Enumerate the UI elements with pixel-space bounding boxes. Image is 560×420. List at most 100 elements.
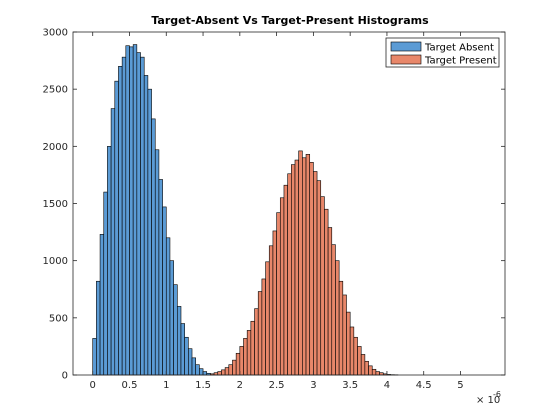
bar-target-present — [298, 150, 303, 376]
chart-title: Target-Absent Vs Target-Present Histogra… — [151, 14, 429, 27]
bar-target-absent — [195, 364, 200, 376]
bar-target-present — [291, 164, 296, 376]
bar-target-present — [221, 369, 226, 376]
bar-target-absent — [92, 338, 97, 376]
y-tick-label: 2500 — [43, 85, 68, 96]
bar-target-present — [313, 171, 318, 376]
bar-target-present — [335, 260, 340, 376]
y-tick-label: 2000 — [43, 142, 68, 153]
y-tick-label: 0 — [62, 371, 68, 382]
x-axis: 0 0.5 1 1.5 2 2.5 3 3.5 4 4.5 5 — [90, 32, 464, 391]
x-tick-label: 4.5 — [416, 380, 432, 391]
bar-target-absent — [140, 56, 145, 376]
bar-target-absent — [154, 149, 160, 376]
bar-target-present — [224, 367, 230, 376]
y-tick-label: 1000 — [43, 256, 68, 267]
bar-target-present — [276, 212, 281, 376]
bar-target-present — [342, 294, 347, 376]
x-multiplier-base: × 10 — [476, 395, 500, 406]
bar-target-present — [327, 227, 333, 376]
bar-target-present — [320, 196, 325, 376]
bar-target-present — [279, 197, 285, 376]
bar-target-absent — [121, 56, 127, 376]
x-tick-label: 3 — [310, 380, 316, 391]
bar-target-absent — [103, 191, 108, 376]
bar-target-present — [246, 330, 252, 376]
bar-target-present — [338, 280, 344, 376]
x-multiplier: × 10 -6 — [476, 390, 501, 406]
bar-target-present — [324, 208, 329, 376]
bar-target-present — [346, 311, 351, 376]
bar-target-absent — [129, 46, 134, 376]
y-tick-label: 3000 — [43, 28, 68, 39]
x-tick-label: 0.5 — [122, 380, 138, 391]
bar-target-present — [272, 230, 277, 376]
x-tick-label: 2 — [237, 380, 243, 391]
bar-target-present — [254, 308, 259, 376]
legend-label-target-present: Target Present — [424, 56, 497, 67]
bar-target-present — [261, 278, 266, 376]
bar-target-present — [375, 371, 380, 376]
x-tick-label: 5 — [457, 380, 463, 391]
legend-swatch-target-present — [390, 54, 422, 65]
bar-target-absent — [158, 179, 163, 376]
bar-target-present — [265, 261, 270, 376]
plot-area: 0 0.5 1 1.5 2 2.5 3 3.5 4 4.5 5 0 500 1000 1500 2000 25… — [43, 28, 506, 391]
bar-target-present — [353, 336, 358, 376]
bar-target-present — [316, 180, 322, 376]
x-tick-label: 0 — [90, 380, 96, 391]
bar-target-absent — [199, 368, 204, 376]
bar-target-present — [217, 371, 222, 376]
bar-target-present — [360, 354, 366, 376]
legend: Target Absent Target Present — [385, 37, 500, 68]
y-axis: 0 500 1000 1500 2000 2500 3000 — [43, 28, 505, 382]
bar-target-absent — [125, 45, 130, 376]
bar-target-absent — [169, 260, 174, 376]
bar-target-present — [257, 291, 263, 376]
bar-target-absent — [147, 88, 152, 376]
bar-target-present — [364, 360, 369, 376]
bar-target-present — [232, 359, 237, 376]
x-tick-label: 2.5 — [269, 380, 285, 391]
bar-target-absent — [107, 146, 112, 376]
bar-target-present — [302, 157, 307, 376]
bar-target-absent — [173, 284, 178, 376]
bar-target-absent — [99, 234, 105, 376]
bar-target-absent — [184, 336, 189, 376]
legend-swatch-target-absent — [390, 41, 422, 52]
bar-target-present — [349, 326, 355, 376]
bar-target-present — [305, 154, 311, 376]
bar-target-present — [283, 184, 288, 376]
bar-target-absent — [132, 44, 138, 376]
legend-label-target-absent: Target Absent — [424, 43, 494, 54]
bar-target-absent — [177, 306, 182, 376]
bar-target-present — [243, 338, 248, 376]
y-tick-label: 1500 — [43, 199, 68, 210]
x-tick-label: 1.5 — [195, 380, 211, 391]
bar-target-absent — [162, 206, 167, 376]
bar-target-present — [309, 162, 314, 376]
bar-target-present — [371, 368, 377, 376]
x-multiplier-exponent: -6 — [493, 390, 501, 399]
bar-target-present — [268, 245, 274, 376]
bar-target-absent — [202, 371, 208, 376]
bar-target-absent — [110, 108, 116, 376]
bar-target-absent — [191, 357, 197, 376]
bar-target-present — [294, 159, 299, 376]
bar-target-absent — [165, 237, 171, 376]
bar-target-absent — [136, 52, 141, 376]
x-tick-label: 1 — [163, 380, 169, 391]
bar-target-absent — [96, 280, 101, 376]
x-tick-label: 4 — [384, 380, 390, 391]
bar-target-absent — [143, 75, 149, 376]
bar-target-absent — [188, 348, 193, 376]
bar-target-present — [331, 244, 336, 376]
bar-target-absent — [180, 323, 185, 376]
bar-target-absent — [118, 66, 123, 376]
bar-target-absent — [151, 118, 156, 376]
y-tick-label: 500 — [49, 313, 68, 324]
bar-target-present — [287, 173, 292, 376]
bar-target-present — [235, 352, 241, 376]
bar-target-present — [368, 365, 373, 376]
